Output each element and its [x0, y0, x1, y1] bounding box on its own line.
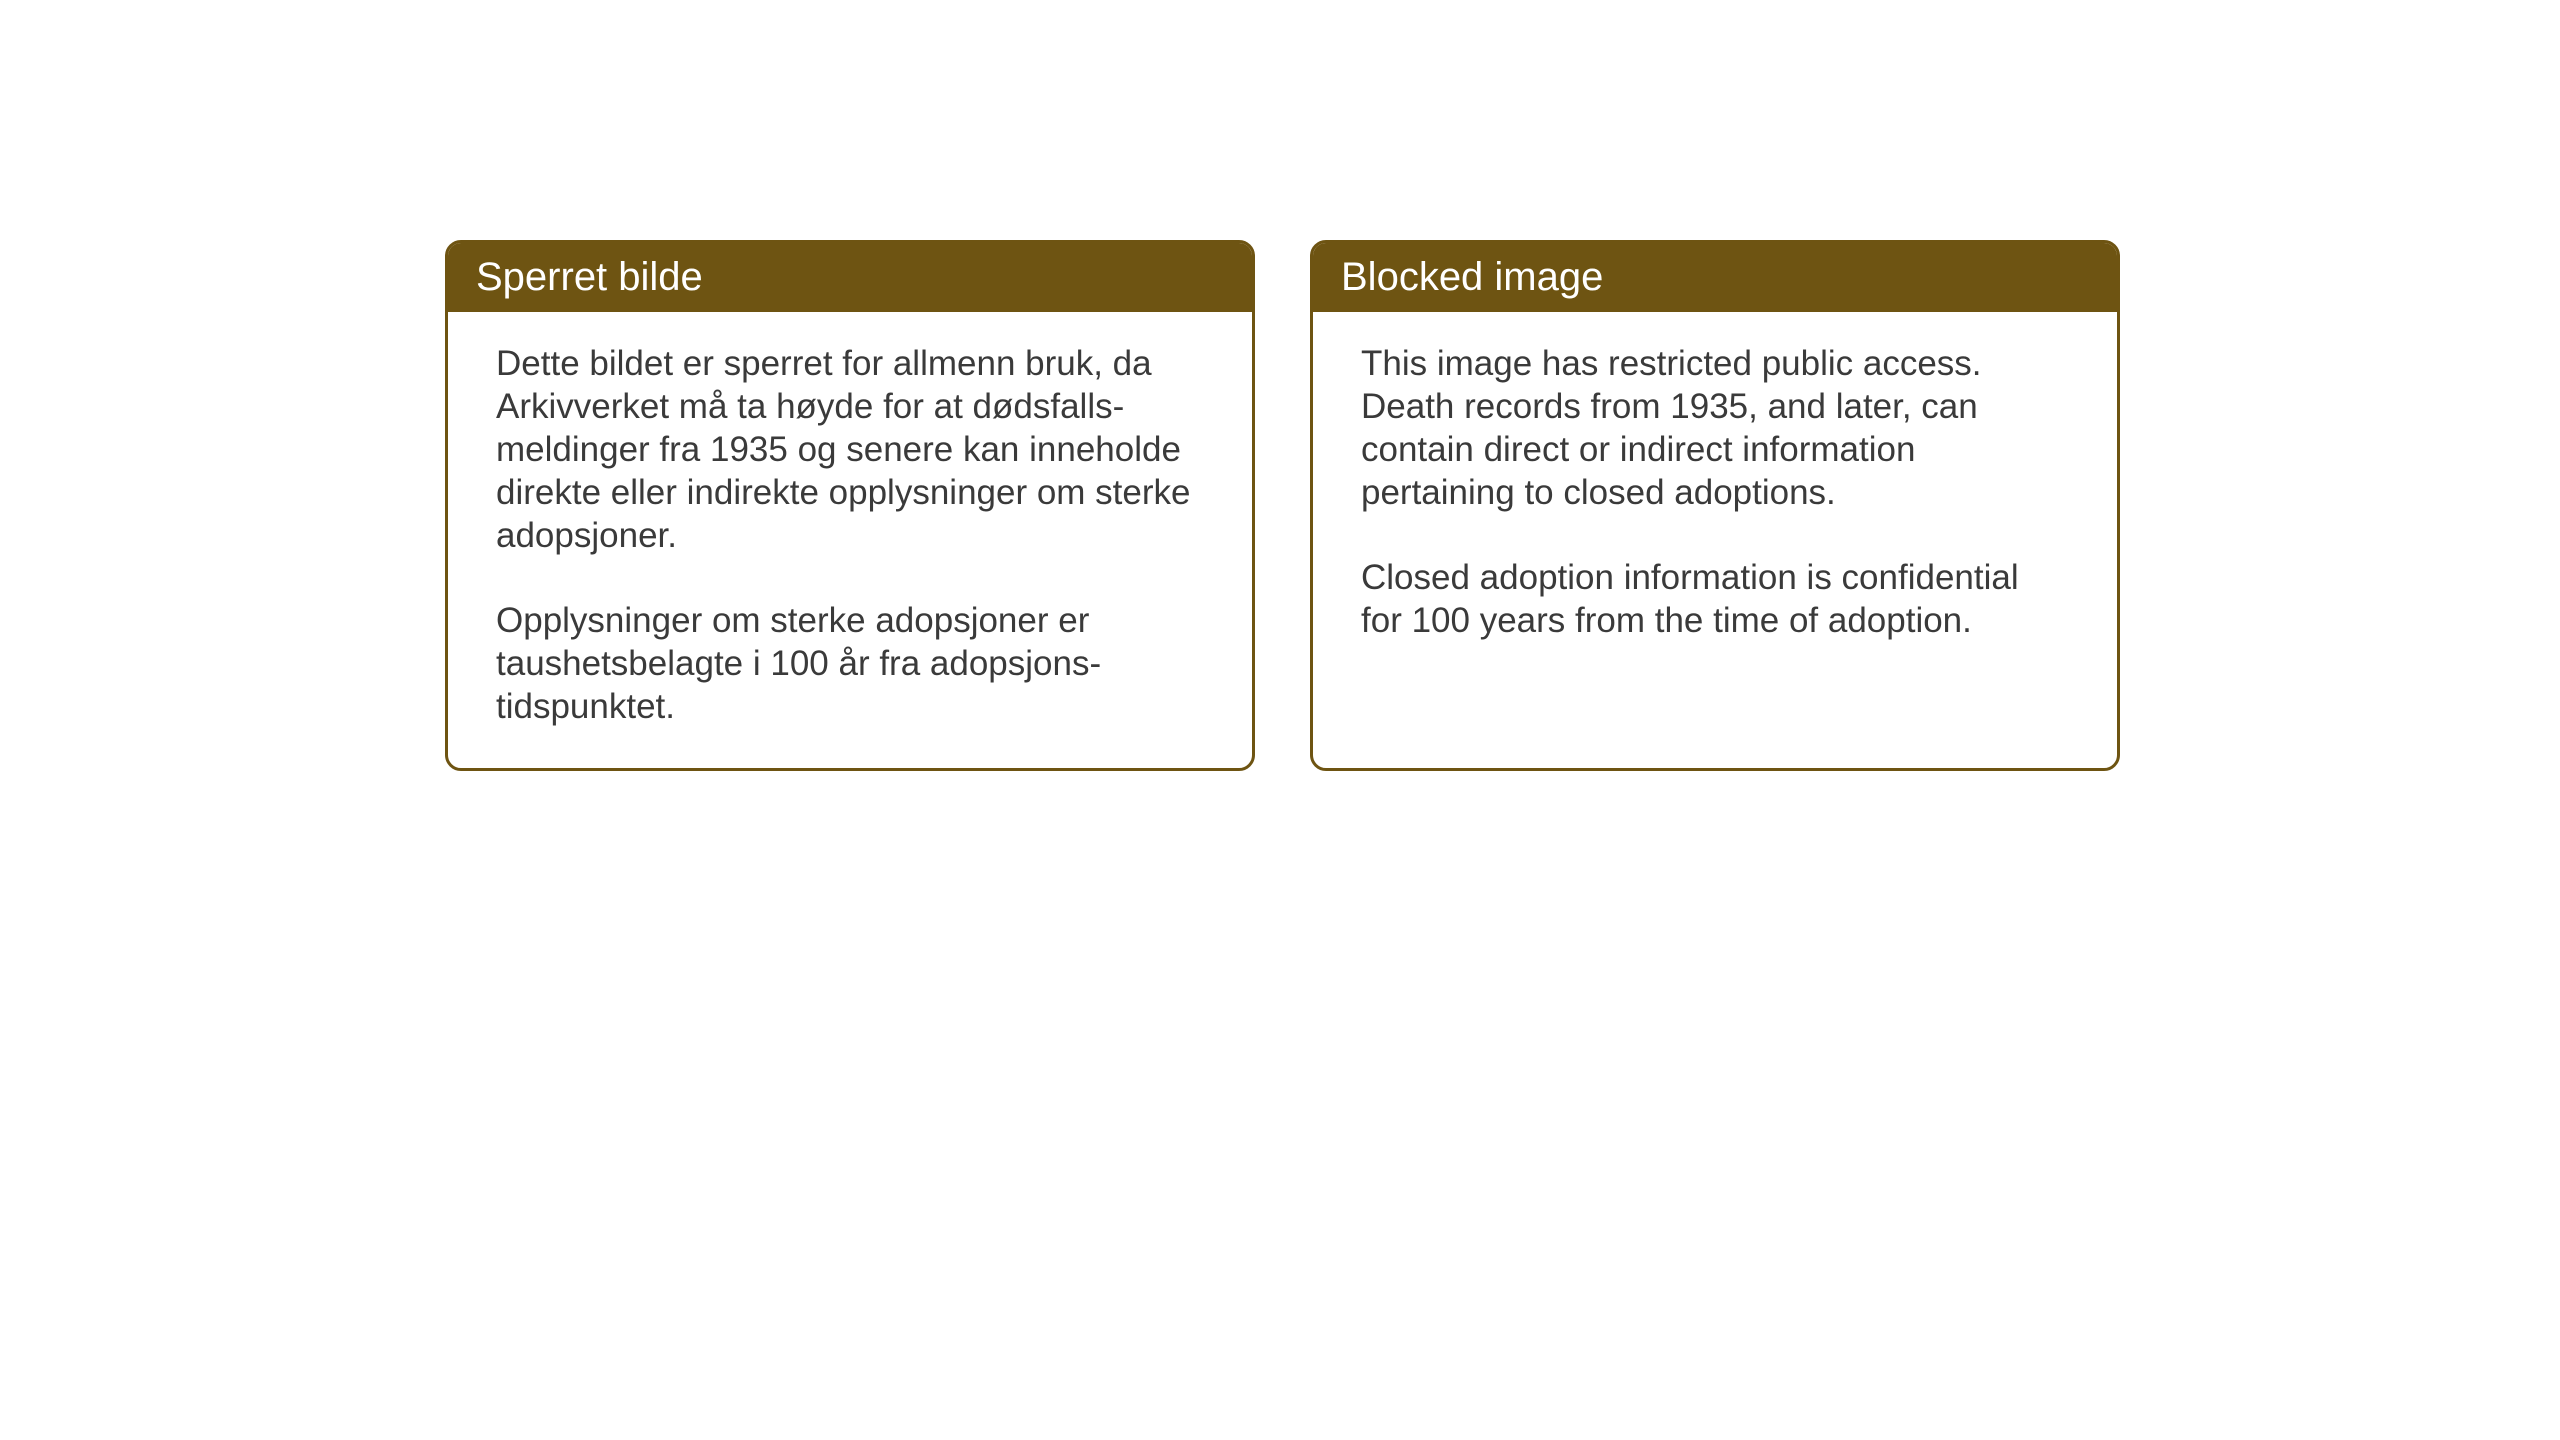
blocked-image-card-english: Blocked image This image has restricted …	[1310, 240, 2120, 771]
card-header-norwegian: Sperret bilde	[448, 243, 1252, 312]
card-body-norwegian: Dette bildet er sperret for allmenn bruk…	[448, 312, 1252, 768]
card-paragraph2-english: Closed adoption information is confident…	[1361, 556, 2069, 642]
cards-container: Sperret bilde Dette bildet er sperret fo…	[445, 240, 2120, 771]
card-body-english: This image has restricted public access.…	[1313, 312, 2117, 682]
card-header-english: Blocked image	[1313, 243, 2117, 312]
blocked-image-card-norwegian: Sperret bilde Dette bildet er sperret fo…	[445, 240, 1255, 771]
card-paragraph2-norwegian: Opplysninger om sterke adopsjoner er tau…	[496, 599, 1204, 728]
card-title-english: Blocked image	[1341, 255, 1603, 299]
card-paragraph1-norwegian: Dette bildet er sperret for allmenn bruk…	[496, 342, 1204, 557]
card-title-norwegian: Sperret bilde	[476, 255, 703, 299]
card-paragraph1-english: This image has restricted public access.…	[1361, 342, 2069, 514]
